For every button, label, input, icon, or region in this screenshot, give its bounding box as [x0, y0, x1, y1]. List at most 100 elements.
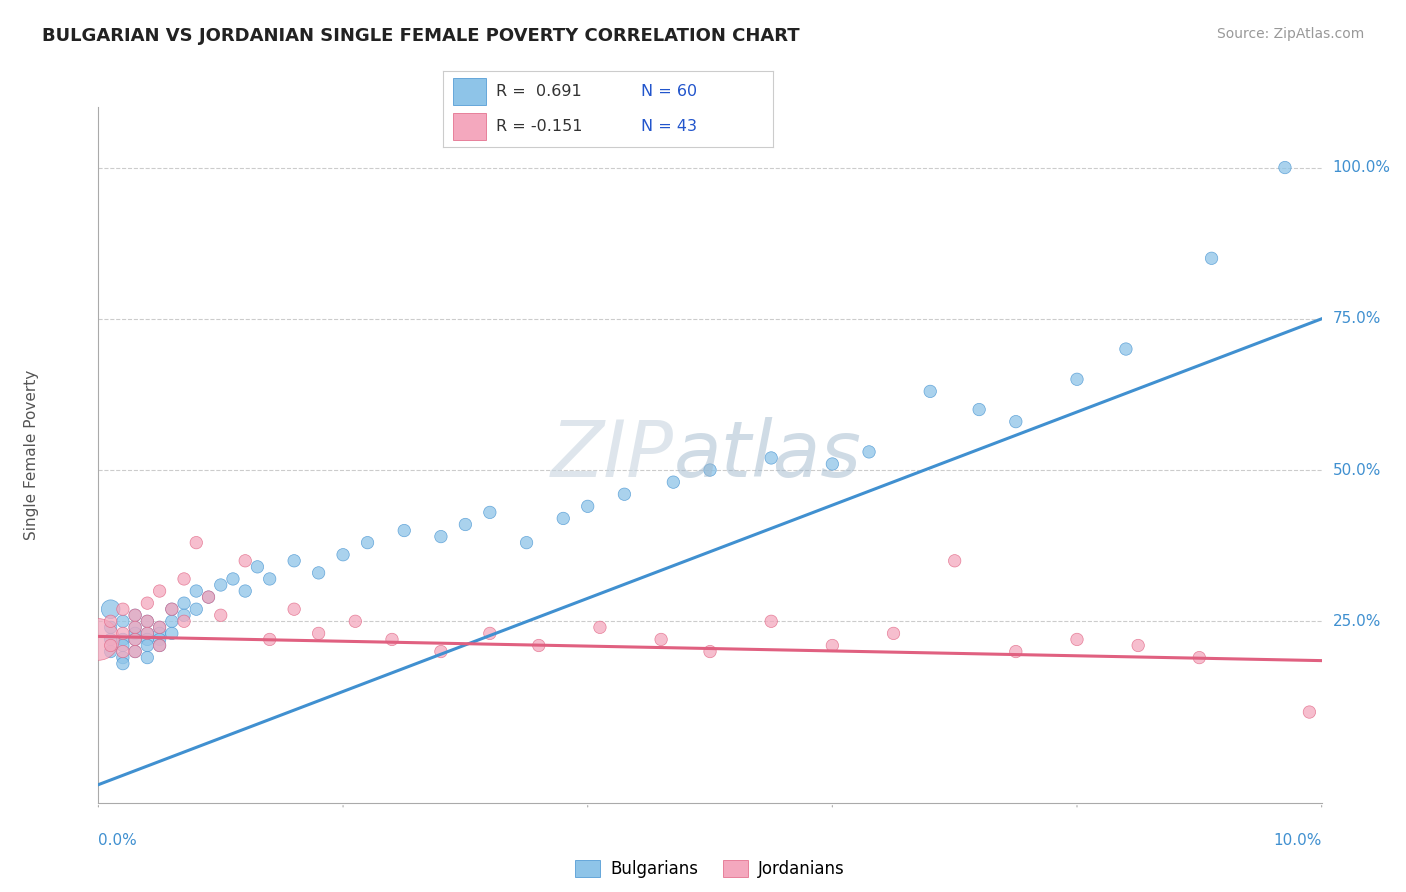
Point — [553, 511, 575, 525]
Point — [233, 554, 256, 568]
Point — [478, 626, 501, 640]
Point — [283, 554, 305, 568]
Point — [308, 566, 330, 580]
Point — [392, 524, 416, 538]
Point — [149, 626, 172, 640]
Point — [259, 632, 281, 647]
Point — [197, 590, 219, 604]
Point — [186, 535, 208, 549]
Point — [186, 584, 208, 599]
Point — [259, 572, 281, 586]
Point — [149, 639, 172, 653]
Text: atlas: atlas — [673, 417, 862, 493]
Point — [160, 626, 183, 640]
Point — [136, 615, 159, 629]
Point — [858, 445, 880, 459]
Point — [332, 548, 354, 562]
Point — [589, 620, 612, 634]
Point — [149, 620, 172, 634]
Point — [111, 602, 134, 616]
Point — [197, 590, 219, 604]
Point — [1128, 639, 1150, 653]
Point — [111, 615, 134, 629]
Point — [160, 602, 183, 616]
Text: 10.0%: 10.0% — [1274, 833, 1322, 848]
Text: 100.0%: 100.0% — [1333, 160, 1391, 175]
Text: N = 43: N = 43 — [641, 120, 697, 134]
Point — [699, 463, 721, 477]
Point — [136, 626, 159, 640]
Point — [149, 632, 172, 647]
Point — [160, 615, 183, 629]
Point — [527, 639, 550, 653]
Point — [173, 615, 195, 629]
Point — [136, 615, 159, 629]
Point — [136, 650, 159, 665]
Point — [124, 644, 146, 658]
Point — [136, 596, 159, 610]
Point — [136, 626, 159, 640]
Point — [943, 554, 966, 568]
Point — [124, 620, 146, 634]
Point — [149, 620, 172, 634]
Point — [124, 620, 146, 634]
Point — [111, 657, 134, 671]
Point — [222, 572, 245, 586]
Point — [111, 632, 134, 647]
Point — [759, 450, 782, 465]
Point — [124, 644, 146, 658]
Text: ZIP: ZIP — [550, 417, 673, 493]
Point — [124, 632, 146, 647]
Point — [100, 644, 122, 658]
Point — [967, 402, 990, 417]
Point — [1201, 252, 1223, 266]
Point — [111, 644, 134, 658]
Point — [136, 639, 159, 653]
Point — [454, 517, 477, 532]
Text: 50.0%: 50.0% — [1333, 463, 1381, 477]
Point — [124, 632, 146, 647]
Point — [759, 615, 782, 629]
Point — [100, 615, 122, 629]
Point — [173, 572, 195, 586]
Point — [173, 608, 195, 623]
Point — [1004, 644, 1026, 658]
Point — [381, 632, 404, 647]
Point — [1066, 372, 1088, 386]
Point — [124, 626, 146, 640]
Point — [149, 639, 172, 653]
Point — [111, 650, 134, 665]
Point — [821, 639, 844, 653]
Point — [516, 535, 538, 549]
Point — [100, 639, 122, 653]
Point — [478, 505, 501, 519]
Point — [430, 530, 453, 544]
Point — [111, 626, 134, 640]
Point — [920, 384, 942, 399]
Point — [124, 608, 146, 623]
Point — [1188, 650, 1211, 665]
Text: BULGARIAN VS JORDANIAN SINGLE FEMALE POVERTY CORRELATION CHART: BULGARIAN VS JORDANIAN SINGLE FEMALE POV… — [42, 27, 800, 45]
Point — [209, 608, 232, 623]
Point — [111, 639, 134, 653]
Point — [662, 475, 685, 490]
Point — [1274, 161, 1296, 175]
Text: Source: ZipAtlas.com: Source: ZipAtlas.com — [1216, 27, 1364, 41]
Point — [1066, 632, 1088, 647]
Point — [186, 602, 208, 616]
Point — [160, 602, 183, 616]
Text: 25.0%: 25.0% — [1333, 614, 1381, 629]
Point — [100, 620, 122, 634]
Point — [100, 602, 122, 616]
Point — [87, 632, 110, 647]
Point — [1115, 342, 1137, 356]
Point — [246, 559, 269, 574]
Text: 0.0%: 0.0% — [98, 833, 138, 848]
Point — [699, 644, 721, 658]
Point — [356, 535, 378, 549]
Text: N = 60: N = 60 — [641, 85, 697, 99]
Point — [613, 487, 636, 501]
Point — [233, 584, 256, 599]
Point — [650, 632, 672, 647]
Point — [821, 457, 844, 471]
